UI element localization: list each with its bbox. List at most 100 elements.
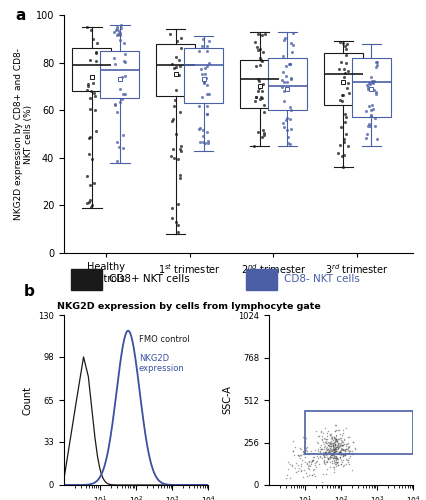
Point	[122, 58, 129, 66]
Point	[302, 444, 309, 452]
Point	[284, 458, 291, 466]
Point	[321, 440, 328, 448]
Point	[342, 445, 349, 453]
Point	[331, 434, 337, 442]
Text: a: a	[15, 8, 26, 23]
Point	[327, 430, 334, 438]
Point	[311, 446, 318, 454]
Point	[89, 34, 96, 42]
Point	[321, 442, 328, 450]
Point	[202, 64, 209, 72]
Point	[283, 474, 290, 482]
Point	[327, 446, 334, 454]
Point	[331, 448, 338, 456]
Point	[345, 458, 351, 466]
Point	[332, 426, 339, 434]
Point	[330, 441, 337, 449]
Point	[340, 461, 347, 469]
Point	[336, 443, 343, 451]
Point	[340, 452, 347, 460]
Point	[86, 56, 93, 64]
Point	[117, 98, 124, 106]
Point	[307, 447, 314, 455]
Point	[281, 97, 288, 105]
Point	[349, 438, 356, 446]
Point	[319, 478, 325, 486]
Point	[204, 110, 210, 118]
Point	[343, 445, 350, 453]
Point	[339, 456, 346, 464]
Point	[334, 438, 340, 446]
PathPatch shape	[72, 48, 112, 91]
Point	[333, 456, 340, 464]
Point	[329, 451, 336, 459]
Point	[113, 108, 120, 116]
Point	[203, 42, 210, 50]
Point	[345, 434, 352, 442]
Point	[311, 470, 318, 478]
Point	[299, 448, 306, 456]
Point	[344, 40, 351, 48]
Point	[87, 94, 94, 102]
Point	[176, 71, 182, 79]
Point	[117, 36, 124, 44]
Point	[325, 456, 331, 464]
Point	[325, 455, 332, 463]
Point	[343, 51, 349, 59]
PathPatch shape	[184, 48, 223, 103]
Point	[340, 436, 347, 444]
Point	[342, 446, 349, 454]
Point	[363, 130, 370, 138]
Point	[312, 458, 319, 466]
Point	[86, 134, 93, 141]
Point	[334, 438, 341, 446]
Point	[327, 442, 334, 450]
Point	[331, 440, 338, 448]
Point	[170, 64, 177, 72]
Point	[279, 76, 286, 84]
Point	[329, 440, 336, 448]
Point	[287, 140, 294, 148]
Point	[349, 438, 356, 446]
Point	[335, 448, 342, 456]
Point	[257, 44, 264, 52]
Point	[342, 58, 349, 66]
Point	[338, 460, 345, 468]
Point	[331, 445, 338, 453]
Point	[308, 458, 314, 466]
Point	[299, 450, 306, 458]
Point	[251, 142, 258, 150]
Point	[256, 84, 262, 92]
Point	[331, 440, 338, 448]
Point	[204, 47, 211, 55]
Point	[334, 442, 341, 450]
Point	[261, 129, 268, 137]
Point	[175, 221, 182, 229]
Point	[340, 441, 347, 449]
Point	[333, 460, 340, 468]
Point	[331, 446, 338, 454]
Point	[321, 452, 328, 460]
Point	[167, 152, 174, 160]
Point	[336, 454, 343, 462]
Point	[337, 442, 343, 450]
Point	[327, 438, 334, 446]
Point	[197, 138, 204, 146]
Point	[331, 465, 337, 473]
Point	[330, 434, 337, 442]
Point	[328, 438, 335, 446]
Point	[343, 440, 350, 448]
Point	[335, 455, 342, 463]
PathPatch shape	[156, 44, 195, 96]
Point	[332, 434, 339, 442]
Point	[298, 460, 305, 468]
Point	[113, 23, 120, 31]
Point	[346, 454, 353, 462]
Point	[329, 442, 336, 450]
Point	[92, 48, 99, 56]
Point	[343, 442, 350, 450]
Point	[333, 458, 340, 466]
Point	[119, 90, 126, 98]
Point	[339, 90, 345, 98]
Point	[371, 76, 378, 84]
